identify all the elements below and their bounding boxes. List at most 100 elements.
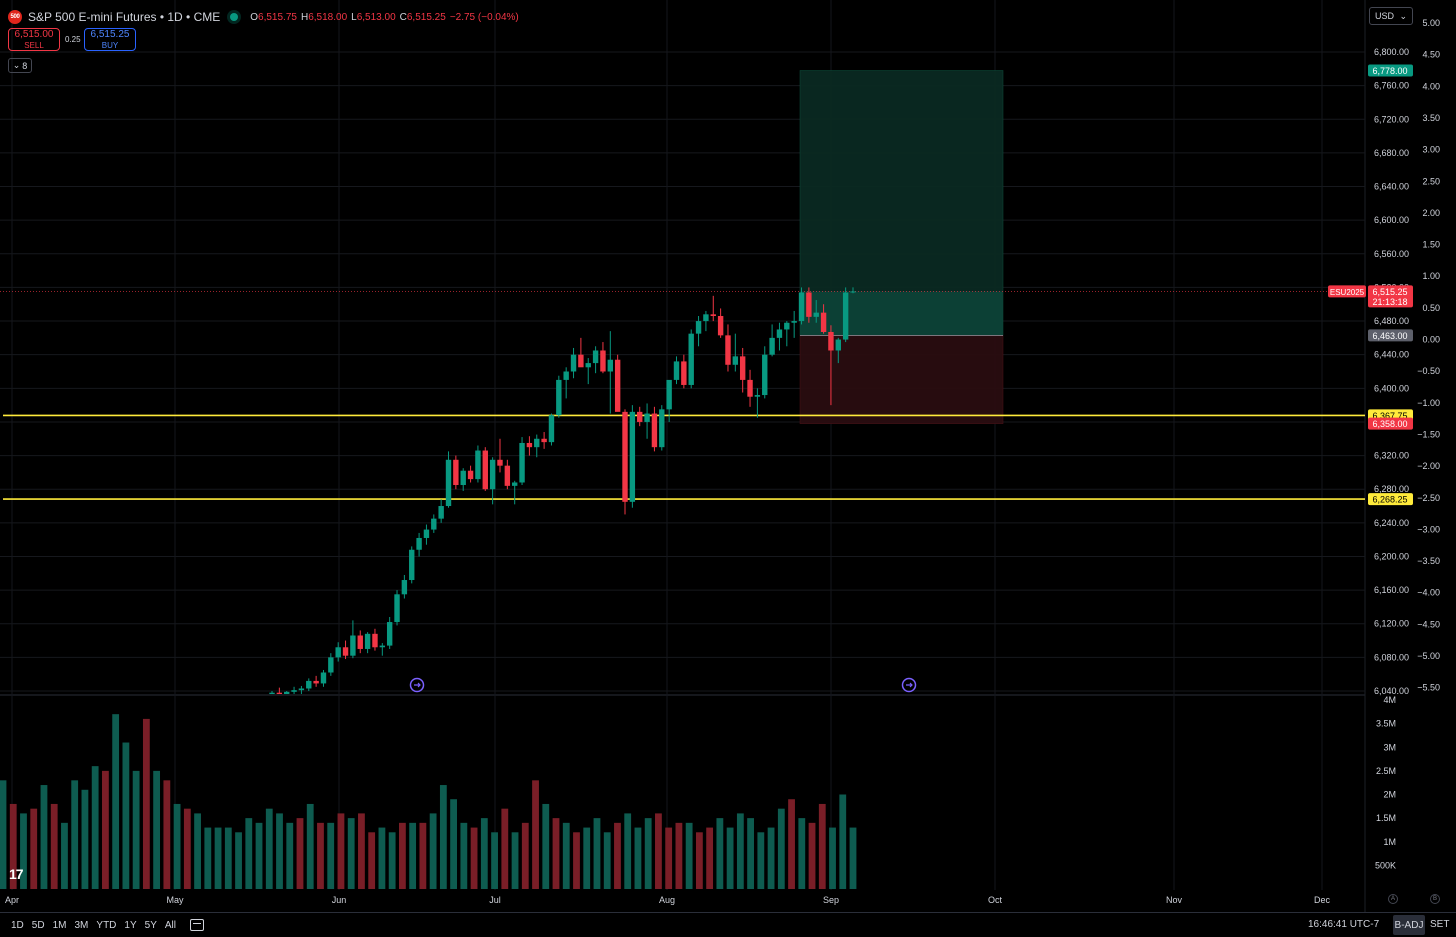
candle-body <box>828 331 834 351</box>
clock[interactable]: 16:46:41 UTC-7 <box>1308 919 1380 930</box>
pnl-tick-label: 3.50 <box>1422 113 1440 123</box>
range-1d[interactable]: 1D <box>11 919 24 931</box>
volume-bar <box>81 789 89 889</box>
month-tick-label: Sep <box>823 895 839 905</box>
volume-bar <box>50 803 58 889</box>
candle-body <box>298 688 305 691</box>
price-tick-label: 6,240.00 <box>1374 518 1409 528</box>
indicators-toggle-button[interactable]: ⌄ 8 <box>8 58 32 73</box>
volume-bar <box>122 742 130 889</box>
volume-bar <box>214 827 222 889</box>
currency-select[interactable]: USD ⌄ <box>1369 7 1413 25</box>
entry-price-tag-bg <box>1368 329 1413 342</box>
volume-bar <box>409 822 417 889</box>
volume-bar <box>0 780 7 889</box>
candle-body <box>504 465 511 486</box>
candle-body <box>489 459 496 490</box>
entry-price-tag: 6,463.00 <box>1372 331 1407 341</box>
volume-bar <box>102 770 109 889</box>
buy-price: 6,515.25 <box>90 28 130 40</box>
candle-body <box>644 413 650 422</box>
volume-bar <box>624 813 632 889</box>
calendar-icon[interactable] <box>190 919 204 931</box>
volume-bar <box>849 827 857 889</box>
candle-body <box>754 395 761 397</box>
session-button[interactable]: SET <box>1430 919 1450 930</box>
stop-price-tag-bg <box>1368 417 1413 430</box>
volume-bar <box>40 785 48 889</box>
candle-body <box>320 672 327 684</box>
range-1m[interactable]: 1M <box>52 919 67 931</box>
ohlc-values: O6,515.75 H6,518.00 L6,513.00 C6,515.25 … <box>250 12 519 23</box>
pnl-tick-label: 1.50 <box>1422 240 1440 250</box>
chart-grid <box>0 0 1366 912</box>
volume-bar <box>511 832 519 889</box>
volume-bar <box>71 780 79 889</box>
auto-scale-button[interactable]: A <box>1388 894 1398 904</box>
candle-body <box>739 356 746 380</box>
sell-button[interactable]: 6,515.00 SELL <box>8 28 60 51</box>
candle-body <box>659 409 665 448</box>
pnl-tick-label: −5.50 <box>1417 683 1440 693</box>
candle-body <box>541 438 547 443</box>
buy-button[interactable]: 6,515.25 BUY <box>84 28 136 51</box>
range-5y[interactable]: 5Y <box>144 919 157 931</box>
range-1y[interactable]: 1Y <box>124 919 137 931</box>
range-ytd[interactable]: YTD <box>96 919 117 931</box>
candle-body <box>563 371 569 380</box>
volume-bar <box>347 818 355 889</box>
volume-bar <box>388 832 396 889</box>
pnl-tick-label: 0.50 <box>1422 303 1440 313</box>
price-tick-label: 6,200.00 <box>1374 551 1409 561</box>
candle-body <box>710 314 716 317</box>
volume-bar <box>296 818 304 889</box>
range-3m[interactable]: 3M <box>74 919 89 931</box>
price-tick-label: 6,320.00 <box>1374 451 1409 461</box>
indicators-count: 8 <box>22 60 28 71</box>
pnl-tick-label: 5.00 <box>1422 18 1440 28</box>
tradingview-logo-icon[interactable]: 17 <box>9 866 24 882</box>
position-zones <box>799 70 1004 424</box>
axis-labels: 6,800.00 6,760.00 6,720.00 6,680.00 6,640.00… <box>5 18 1440 905</box>
volume-bar <box>235 832 242 889</box>
open-profit-zone <box>800 291 1003 336</box>
volume-bar <box>583 827 591 889</box>
log-scale-button[interactable]: B <box>1430 894 1440 904</box>
volume-bar <box>255 822 263 889</box>
volume-bar <box>634 827 642 889</box>
pnl-tick-label: 2.00 <box>1422 208 1440 218</box>
badj-button[interactable]: B-ADJ <box>1393 915 1425 935</box>
candle-body <box>328 657 334 673</box>
range-all[interactable]: All <box>164 919 176 931</box>
volume-bar <box>337 813 345 889</box>
volume-bar <box>798 818 806 889</box>
volume-bar <box>183 808 191 889</box>
candle-body <box>497 459 503 466</box>
candle-body <box>688 333 694 385</box>
volume-bar <box>327 822 335 889</box>
price-tick-label: 6,400.00 <box>1374 383 1409 393</box>
target-price-tag-bg <box>1368 64 1413 77</box>
volume-bar <box>460 822 468 889</box>
price-tick-label: 6,560.00 <box>1374 249 1409 259</box>
candle-body <box>762 354 768 396</box>
symbol-title[interactable]: S&P 500 E-mini Futures • 1D • CME <box>28 10 221 24</box>
candle-body <box>423 529 430 538</box>
candle-body <box>284 691 290 694</box>
candle-body <box>813 312 819 317</box>
candle-body <box>445 459 452 507</box>
pnl-tick-label: −1.50 <box>1417 429 1440 439</box>
volume-tick-label: 2.5M <box>1376 766 1396 776</box>
pnl-tick-label: −5.00 <box>1417 651 1440 661</box>
volume-tick-label: 4M <box>1383 695 1396 705</box>
candle-body <box>475 450 481 480</box>
volume-bar <box>9 803 17 889</box>
stop-zone <box>799 335 1004 424</box>
symbol-header[interactable]: 500 S&P 500 E-mini Futures • 1D • CME O6… <box>8 9 519 25</box>
volume-bar <box>562 822 570 889</box>
volume-bar <box>368 832 376 889</box>
pnl-tick-label: 0.00 <box>1422 335 1440 345</box>
range-5d[interactable]: 5D <box>31 919 45 931</box>
pnl-tick-label: −4.00 <box>1417 588 1440 598</box>
chart-canvas[interactable]: 6,800.00 6,760.00 6,720.00 6,680.00 6,640.00… <box>0 0 1456 912</box>
